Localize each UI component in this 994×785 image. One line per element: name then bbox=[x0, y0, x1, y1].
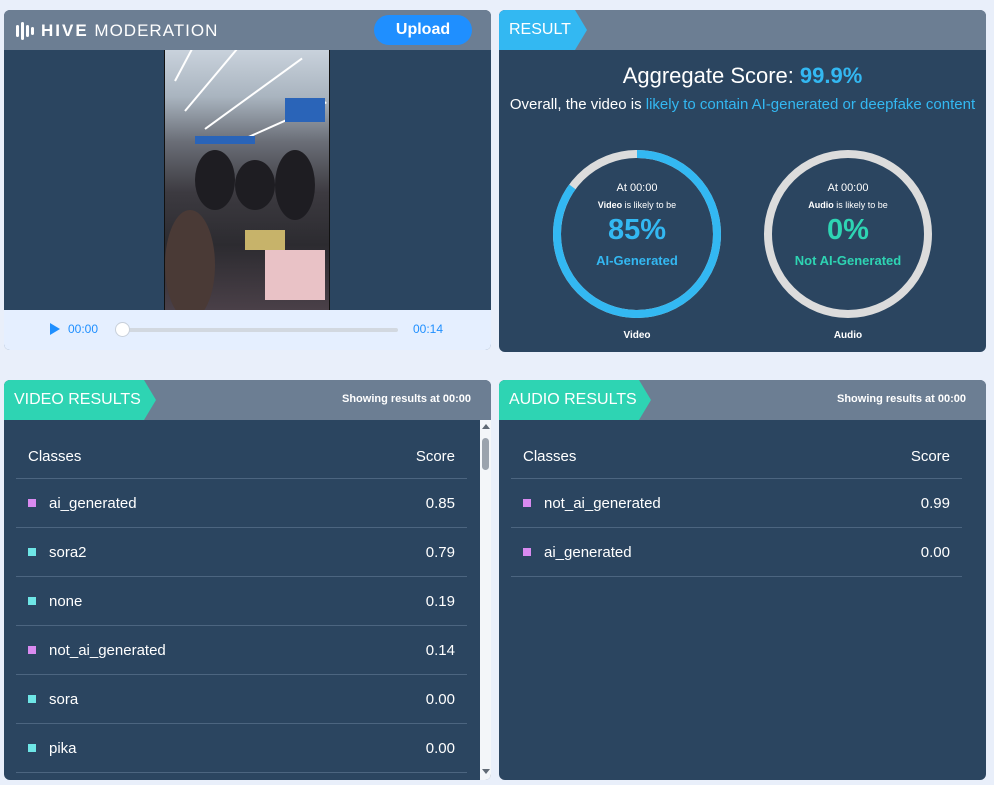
video-gauge-time: At 00:00 bbox=[616, 182, 658, 194]
audio-gauge-likely: Audio is likely to be bbox=[808, 200, 888, 210]
score-cell: 0.85 bbox=[425, 494, 455, 512]
table-row: ai_generated 0.00 bbox=[511, 528, 962, 577]
col-score: Score bbox=[910, 448, 950, 465]
upload-button[interactable]: Upload bbox=[374, 15, 472, 45]
video-gauge-percent: 85% bbox=[607, 214, 667, 246]
player-controls: 00:00 00:14 bbox=[4, 310, 491, 350]
video-gauge-likely: Video is likely to be bbox=[597, 200, 677, 210]
video-results-panel: VIDEO RESULTS Showing results at 00:00 C… bbox=[4, 380, 491, 780]
duration-time: 00:14 bbox=[413, 322, 444, 336]
score-cell: 0.14 bbox=[425, 641, 455, 659]
video-gauge-ring bbox=[553, 150, 721, 318]
class-color-swatch bbox=[523, 499, 531, 507]
table-row: sora 0.00 bbox=[16, 675, 467, 724]
table-header: Classes Score bbox=[16, 435, 467, 479]
scroll-down-arrow-icon[interactable] bbox=[482, 769, 490, 774]
scroll-up-arrow-icon[interactable] bbox=[482, 424, 490, 429]
audio-results-table: Classes Score not_ai_generated 0.99 ai_gen… bbox=[511, 435, 962, 577]
class-cell: ai_generated bbox=[28, 495, 137, 512]
class-name: sora2 bbox=[49, 543, 87, 561]
current-time: 00:00 bbox=[68, 322, 99, 336]
table-row: ai_generated 0.85 bbox=[16, 479, 467, 528]
col-classes: Classes bbox=[28, 448, 82, 465]
player-header: HIVE MODERATION Upload bbox=[4, 10, 491, 50]
audio-results-tag: AUDIO RESULTS bbox=[499, 380, 651, 420]
table-row: none 0.19 bbox=[16, 577, 467, 626]
class-name: ai_generated bbox=[49, 494, 137, 512]
aggregate-score: Aggregate Score: 99.9% bbox=[499, 63, 986, 89]
score-cell: 0.00 bbox=[920, 543, 950, 561]
scrollbar-thumb[interactable] bbox=[482, 438, 489, 470]
hive-logo-icon bbox=[16, 22, 34, 40]
score-cell: 0.79 bbox=[425, 543, 455, 561]
audio-gauge: At 00:00 Audio is likely to be 0% Not AI… bbox=[762, 148, 934, 320]
video-gauge-caption: Video bbox=[623, 330, 651, 341]
class-cell: sora2 bbox=[28, 544, 87, 561]
audio-gauge-percent: 0% bbox=[827, 214, 869, 246]
seek-track[interactable] bbox=[120, 328, 398, 332]
video-gauge: At 00:00 Video is likely to be 85% AI-Ge… bbox=[551, 148, 723, 320]
audio-showing-results: Showing results at 00:00 bbox=[837, 393, 966, 405]
video-player-panel: HIVE MODERATION Upload 00:00 00:14 bbox=[4, 10, 491, 350]
table-row: not_ai_generated 0.14 bbox=[16, 626, 467, 675]
result-header: RESULT bbox=[499, 10, 986, 50]
score-cell: 0.19 bbox=[425, 592, 455, 610]
video-gauge-label: AI-Generated bbox=[596, 253, 678, 268]
table-header: Classes Score bbox=[511, 435, 962, 479]
table-row: not_ai_generated 0.99 bbox=[511, 479, 962, 528]
class-name: not_ai_generated bbox=[49, 641, 166, 659]
audio-gauge-label: Not AI-Generated bbox=[794, 253, 902, 268]
class-name: none bbox=[49, 592, 83, 610]
video-showing-results: Showing results at 00:00 bbox=[342, 393, 471, 405]
aggregate-label: Aggregate Score: bbox=[622, 63, 794, 88]
class-color-swatch bbox=[28, 744, 36, 752]
video-results-header: VIDEO RESULTS Showing results at 00:00 bbox=[4, 380, 491, 420]
class-color-swatch bbox=[28, 597, 36, 605]
video-results-table: Classes Score ai_generated 0.85 sora2 0.79 n… bbox=[16, 435, 467, 773]
class-cell: not_ai_generated bbox=[523, 495, 661, 512]
overall-verdict: Overall, the video is likely to contain … bbox=[509, 94, 976, 115]
score-cell: 0.00 bbox=[425, 739, 455, 757]
class-cell: ai_generated bbox=[523, 544, 632, 561]
class-cell: not_ai_generated bbox=[28, 642, 166, 659]
score-cell: 0.00 bbox=[425, 690, 455, 708]
class-color-swatch bbox=[28, 548, 36, 556]
video-results-scrollbar[interactable] bbox=[480, 420, 491, 780]
video-area[interactable] bbox=[4, 50, 491, 310]
class-name: not_ai_generated bbox=[544, 494, 661, 512]
class-name: sora bbox=[49, 690, 79, 708]
class-name: pika bbox=[49, 739, 77, 757]
score-cell: 0.99 bbox=[920, 494, 950, 512]
class-cell: sora bbox=[28, 691, 78, 708]
audio-gauge-caption: Audio bbox=[833, 330, 863, 341]
class-color-swatch bbox=[28, 646, 36, 654]
logo-bold-text: HIVE bbox=[41, 21, 89, 40]
aggregate-value: 99.9% bbox=[799, 63, 863, 88]
class-cell: pika bbox=[28, 740, 77, 757]
overall-highlight: likely to contain AI-generated or deepfa… bbox=[645, 96, 976, 113]
audio-results-header: AUDIO RESULTS Showing results at 00:00 bbox=[499, 380, 986, 420]
audio-gauge-time: At 00:00 bbox=[827, 182, 869, 194]
col-classes: Classes bbox=[523, 448, 577, 465]
class-cell: none bbox=[28, 593, 82, 610]
overall-prefix: Overall, the video is bbox=[509, 96, 642, 113]
audio-gauge-ring bbox=[764, 150, 932, 318]
seek-knob[interactable] bbox=[115, 322, 130, 337]
result-panel: RESULT Aggregate Score: 99.9% Overall, th… bbox=[499, 10, 986, 352]
col-score: Score bbox=[415, 448, 455, 465]
table-row: sora2 0.79 bbox=[16, 528, 467, 577]
table-row: pika 0.00 bbox=[16, 724, 467, 773]
video-results-tag: VIDEO RESULTS bbox=[4, 380, 156, 420]
class-color-swatch bbox=[523, 548, 531, 556]
video-frame[interactable] bbox=[164, 50, 330, 310]
result-tag: RESULT bbox=[499, 10, 587, 50]
audio-results-panel: AUDIO RESULTS Showing results at 00:00 C… bbox=[499, 380, 986, 780]
class-name: ai_generated bbox=[544, 543, 632, 561]
play-icon[interactable] bbox=[50, 323, 60, 335]
class-color-swatch bbox=[28, 499, 36, 507]
logo-light-text: MODERATION bbox=[94, 21, 219, 40]
class-color-swatch bbox=[28, 695, 36, 703]
hive-logo: HIVE MODERATION bbox=[16, 21, 218, 41]
